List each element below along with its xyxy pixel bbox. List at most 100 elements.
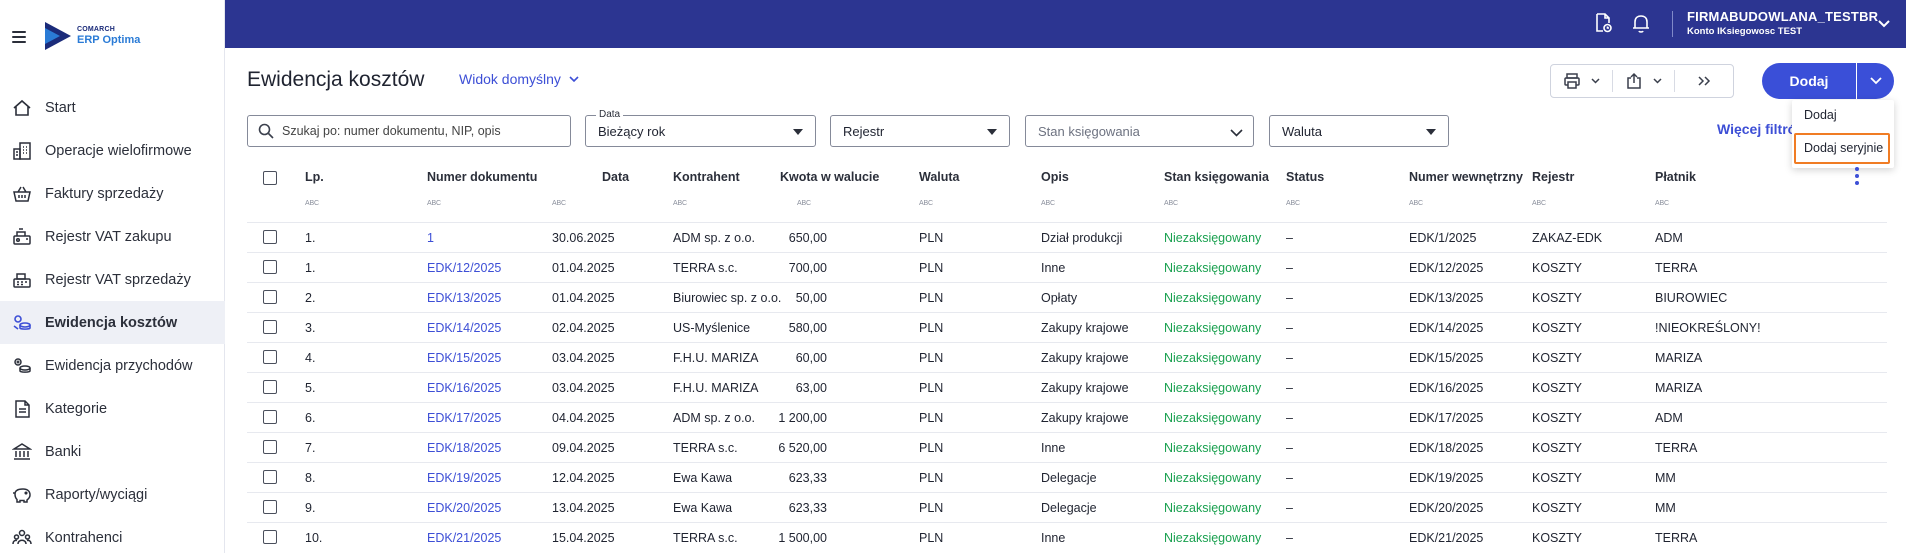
column-header-number[interactable]: Numer dokumentu [427,170,538,184]
print-button[interactable] [1551,65,1612,97]
cell-document-number[interactable]: EDK/20/2025 [427,501,502,515]
column-filter-lp[interactable]: ABC [305,200,319,207]
cell-document-number[interactable]: EDK/16/2025 [427,381,502,395]
column-filter-currency[interactable]: ABC [919,200,933,207]
column-filter-payer[interactable]: ABC [1655,200,1669,207]
column-filter-number[interactable]: ABC [427,200,441,207]
posting-status-filter-select[interactable]: Stan księgowania [1025,115,1254,147]
cell-document-number[interactable]: EDK/15/2025 [427,351,502,365]
column-header-status[interactable]: Status [1286,170,1325,184]
search-input[interactable] [282,124,552,138]
column-filter-description[interactable]: ABC [1041,200,1055,207]
table-row[interactable]: 7. EDK/18/2025 09.04.2025 TERRA s.c. 6 520,0… [247,432,1887,462]
column-filter-date[interactable]: ABC [552,200,566,207]
posting-status-filter-value: Stan księgowania [1038,123,1140,139]
row-checkbox[interactable] [263,320,277,334]
table-row[interactable]: 4. EDK/15/2025 03.04.2025 F.H.U. MARIZA 60,0… [247,342,1887,372]
column-options-kebab-icon[interactable] [1855,167,1861,189]
sidebar-item-raporty-wyciagi[interactable]: Raporty/wyciągi [0,473,225,516]
column-header-posting[interactable]: Stan księgowania [1164,170,1269,184]
currency-filter-select[interactable]: Waluta [1269,115,1449,147]
cell-document-number[interactable]: EDK/12/2025 [427,261,502,275]
sidebar-item-operacje-wielofirmowe[interactable]: Operacje wielofirmowe [0,129,225,172]
row-checkbox[interactable] [263,380,277,394]
cell-description: Zakupy krajowe [1041,321,1129,335]
table-row[interactable]: 1. EDK/12/2025 01.04.2025 TERRA s.c. 700,00 P… [247,252,1887,282]
sidebar-item-banki[interactable]: Banki [0,430,225,473]
row-checkbox[interactable] [263,410,277,424]
sidebar-item-kategorie[interactable]: Kategorie [0,387,225,430]
sidebar-item-ewidencja-przychodow[interactable]: Ewidencja przychodów [0,344,225,387]
menu-item-add[interactable]: Dodaj [1804,108,1837,122]
sidebar-item-ewidencja-kosztow[interactable]: Ewidencja kosztów [0,301,225,344]
table-row[interactable]: 3. EDK/14/2025 02.04.2025 US-Myślenice 580,0… [247,312,1887,342]
document-settings-icon[interactable] [1592,12,1616,36]
cell-currency: PLN [919,501,944,515]
cell-register: KOSZTY [1532,531,1583,545]
table-row[interactable]: 6. EDK/17/2025 04.04.2025 ADM sp. z o.o. 1 2… [247,402,1887,432]
column-header-lp[interactable]: Lp. [305,170,324,184]
cell-payer: MM [1655,501,1676,515]
company-switcher[interactable]: FIRMABUDOWLANA_TESTBR Konto IKsiegowosc … [1687,9,1878,37]
row-checkbox[interactable] [263,530,277,544]
cell-document-number[interactable]: EDK/13/2025 [427,291,502,305]
add-button[interactable]: Dodaj [1762,63,1856,99]
menu-item-add-serial[interactable]: Dodaj seryjnie [1794,133,1890,164]
column-header-date[interactable]: Data [602,170,630,184]
sidebar-item-rejestr-vat-sprzedazy[interactable]: Rejestr VAT sprzedaży [0,258,225,301]
select-all-checkbox[interactable] [263,171,277,185]
column-filter-amount[interactable]: ABC [797,200,811,207]
column-header-contractor[interactable]: Kontrahent [673,170,740,184]
cell-document-number[interactable]: 1 [427,231,434,245]
search-field[interactable] [247,115,571,147]
table-row[interactable]: 8. EDK/19/2025 12.04.2025 Ewa Kawa 623,33 PLN… [247,462,1887,492]
column-header-description[interactable]: Opis [1041,170,1069,184]
cell-document-number[interactable]: EDK/18/2025 [427,441,502,455]
column-header-amount[interactable]: Kwota w walucie [780,170,880,184]
table-row[interactable]: 2. EDK/13/2025 01.04.2025 Biurowiec sp. z o… [247,282,1887,312]
sidebar-item-kontrahenci[interactable]: Kontrahenci [0,516,225,553]
column-filter-register[interactable]: ABC [1532,200,1546,207]
cell-document-number[interactable]: EDK/17/2025 [427,411,502,425]
notifications-bell-icon[interactable] [1630,12,1654,36]
column-header-internal-number[interactable]: Numer wewnętrzny [1409,170,1523,184]
row-checkbox[interactable] [263,230,277,244]
row-checkbox[interactable] [263,260,277,274]
logo[interactable]: COMARCH ERP Optima [45,22,140,50]
cell-payer: MARIZA [1655,351,1703,365]
cell-document-number[interactable]: EDK/21/2025 [427,531,502,545]
cell-document-number[interactable]: EDK/14/2025 [427,321,502,335]
view-selector[interactable]: Widok domyślny [459,71,579,87]
table-row[interactable]: 10. EDK/21/2025 15.04.2025 TERRA s.c. 1 500,… [247,522,1887,552]
cell-document-number[interactable]: EDK/19/2025 [427,471,502,485]
column-filter-internal-number[interactable]: ABC [1409,200,1423,207]
row-checkbox[interactable] [263,350,277,364]
register-filter-select[interactable]: Rejestr [830,115,1010,147]
cell-lp: 1. [305,231,316,245]
sidebar-item-faktury-sprzedazy[interactable]: Faktury sprzedaży [0,172,225,215]
more-actions-button[interactable] [1675,65,1733,97]
date-filter-select[interactable]: Data Bieżący rok [585,109,816,147]
chevron-down-icon[interactable] [1877,16,1891,34]
row-checkbox[interactable] [263,500,277,514]
column-header-register[interactable]: Rejestr [1532,170,1575,184]
column-filter-contractor[interactable]: ABC [673,200,687,207]
export-button[interactable] [1613,65,1674,97]
row-checkbox[interactable] [263,470,277,484]
cell-contractor: TERRA s.c. [673,531,738,545]
menu-toggle-icon[interactable] [12,31,26,43]
sidebar-item-start[interactable]: Start [0,86,225,129]
table-row[interactable]: 5. EDK/16/2025 03.04.2025 F.H.U. MARIZA 63,0… [247,372,1887,402]
table-row[interactable]: 9. EDK/20/2025 13.04.2025 Ewa Kawa 623,33 PLN… [247,492,1887,522]
sidebar-item-rejestr-vat-zakupu[interactable]: Rejestr VAT zakupu [0,215,225,258]
row-checkbox[interactable] [263,290,277,304]
row-checkbox[interactable] [263,440,277,454]
table-row[interactable]: 1. 1 30.06.2025 ADM sp. z o.o. 650,00 PLN Dzia… [247,222,1887,252]
column-filter-status[interactable]: ABC [1286,200,1300,207]
more-filters-link[interactable]: Więcej filtrów [1717,121,1808,137]
column-header-payer[interactable]: Płatnik [1655,170,1696,184]
column-header-currency[interactable]: Waluta [919,170,960,184]
topbar-divider [1672,11,1673,37]
add-options-button[interactable] [1857,63,1894,99]
column-filter-posting[interactable]: ABC [1164,200,1178,207]
